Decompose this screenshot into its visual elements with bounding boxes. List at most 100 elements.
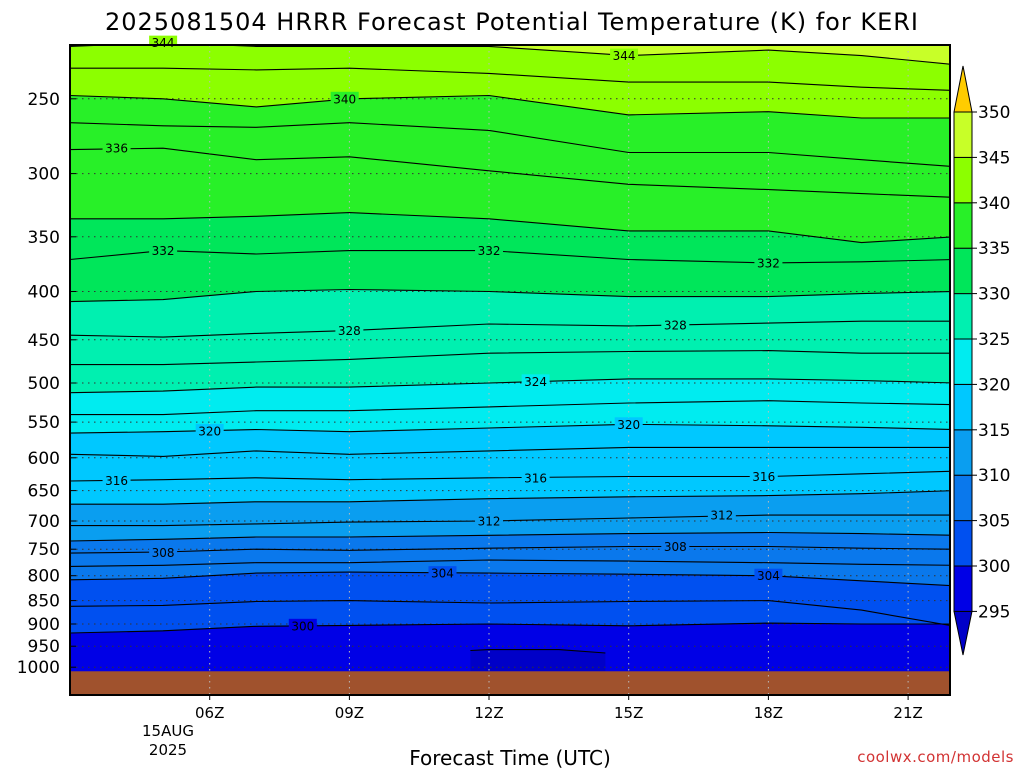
contour-label-bg	[707, 508, 736, 523]
contour-label-bg	[149, 545, 178, 560]
y-tick-label: 800	[28, 567, 60, 587]
y-tick-label: 700	[28, 512, 60, 532]
y-tick-label: 250	[28, 90, 60, 110]
contour-line-326	[70, 350, 950, 366]
y-tick-label: 750	[28, 540, 60, 560]
contour-label-bg	[754, 568, 783, 583]
contour-line-334	[70, 212, 950, 244]
contour-label: 336	[105, 142, 128, 156]
colorbar-label: 310	[978, 466, 1010, 486]
contour-label-bg	[614, 417, 643, 432]
contour-label: 308	[664, 540, 687, 554]
contour-label: 344	[613, 49, 636, 63]
contour-label: 320	[617, 418, 640, 432]
y-tick-label: 300	[28, 165, 60, 185]
colorbar-over-arrow	[953, 65, 973, 113]
contour-label: 304	[757, 569, 780, 583]
contour-line-318	[70, 446, 950, 457]
x-tick-label: 21Z	[893, 704, 922, 722]
contour-line-328	[70, 320, 950, 338]
contour-label-bg	[288, 618, 317, 633]
contour-label: 304	[431, 567, 454, 581]
x-tick-label: 06Z	[195, 704, 224, 722]
contour-label-bg	[475, 243, 504, 258]
x-axis-title: Forecast Time (UTC)	[409, 746, 611, 768]
contour-label-bg	[521, 470, 550, 485]
contour-line-306	[70, 559, 950, 567]
contour-line-338	[70, 122, 950, 167]
contour-label-bg	[754, 255, 783, 270]
contour-line-342	[70, 67, 950, 91]
contour-line-330	[70, 288, 950, 303]
colorbar-segment	[953, 338, 973, 385]
contour-label: 340	[333, 92, 356, 106]
colorbar-label: 300	[978, 557, 1010, 577]
colorbar-segment	[953, 474, 973, 522]
contour-label: 316	[105, 474, 128, 488]
contour-label: 328	[338, 324, 361, 338]
contour-label-bg	[661, 539, 690, 554]
contour-label-bg	[661, 317, 690, 332]
contour-label: 300	[291, 619, 314, 633]
colorbar-label: 335	[978, 239, 1010, 259]
y-tick-label: 350	[28, 228, 60, 248]
x-tick-label: 12Z	[474, 704, 503, 722]
colorbar-label: 340	[978, 194, 1010, 214]
contour-label: 324	[524, 375, 547, 389]
contour-line-314	[70, 490, 950, 505]
contour-label-bg	[149, 35, 178, 50]
contour-label-bg	[521, 374, 550, 389]
contour-label: 332	[478, 244, 501, 258]
colorbar-segment	[953, 429, 973, 476]
contour-line-310	[70, 531, 950, 542]
colorbar-segment	[953, 293, 973, 340]
contour-label-bg	[335, 323, 364, 338]
colorbar-segment	[953, 156, 973, 204]
colorbar-label: 295	[978, 602, 1010, 622]
contour-label: 332	[757, 256, 780, 270]
y-tick-label: 1000	[17, 658, 60, 678]
contour-label: 328	[664, 318, 687, 332]
contour-label-bg	[102, 473, 131, 488]
y-tick-label: 600	[28, 449, 60, 469]
colorbar-segment	[953, 247, 973, 295]
y-tick-label: 950	[28, 637, 60, 657]
y-tick-label: 400	[28, 283, 60, 303]
contour-line-344	[70, 45, 950, 65]
colorbar-segment	[953, 520, 973, 567]
contour-line-336	[70, 147, 950, 198]
contour-label: 312	[710, 509, 733, 523]
contour-label-bg	[149, 243, 178, 258]
y-tick-label: 500	[28, 374, 60, 394]
y-tick-label: 450	[28, 331, 60, 351]
contour-label: 332	[152, 244, 175, 258]
contour-line-300	[70, 622, 950, 634]
colorbar-label: 320	[978, 375, 1010, 395]
contour-label-bg	[749, 469, 778, 484]
y-tick-label: 550	[28, 413, 60, 433]
contour-label: 316	[524, 471, 547, 485]
contour-label: 316	[752, 470, 775, 484]
contour-line-340	[70, 94, 950, 119]
fill-band-cold-pocket	[470, 649, 606, 672]
colorbar-label: 315	[978, 421, 1010, 441]
ground-layer	[70, 671, 950, 695]
contour-line-316	[70, 470, 950, 482]
contour-line-304	[70, 571, 950, 587]
colorbar-segment	[953, 383, 973, 431]
colorbar-label: 330	[978, 285, 1010, 305]
contour-line-298	[470, 649, 606, 654]
contour-label: 320	[198, 424, 221, 438]
contour-labels: 344 344 340 336 332 332 332 328 328 324 320 320 316 3…	[102, 35, 783, 633]
colorbar-label: 305	[978, 512, 1010, 532]
contour-line-322	[70, 400, 950, 416]
contour-label-bg	[330, 91, 359, 106]
x-tick-label: 09Z	[335, 704, 364, 722]
colorbar-label: 325	[978, 330, 1010, 350]
y-tick-label: 850	[28, 592, 60, 612]
x-tick-label: 15Z	[614, 704, 643, 722]
contour-line-320	[70, 423, 950, 434]
date-label-day: 15AUG	[142, 722, 194, 740]
colorbar-segment	[953, 202, 973, 249]
